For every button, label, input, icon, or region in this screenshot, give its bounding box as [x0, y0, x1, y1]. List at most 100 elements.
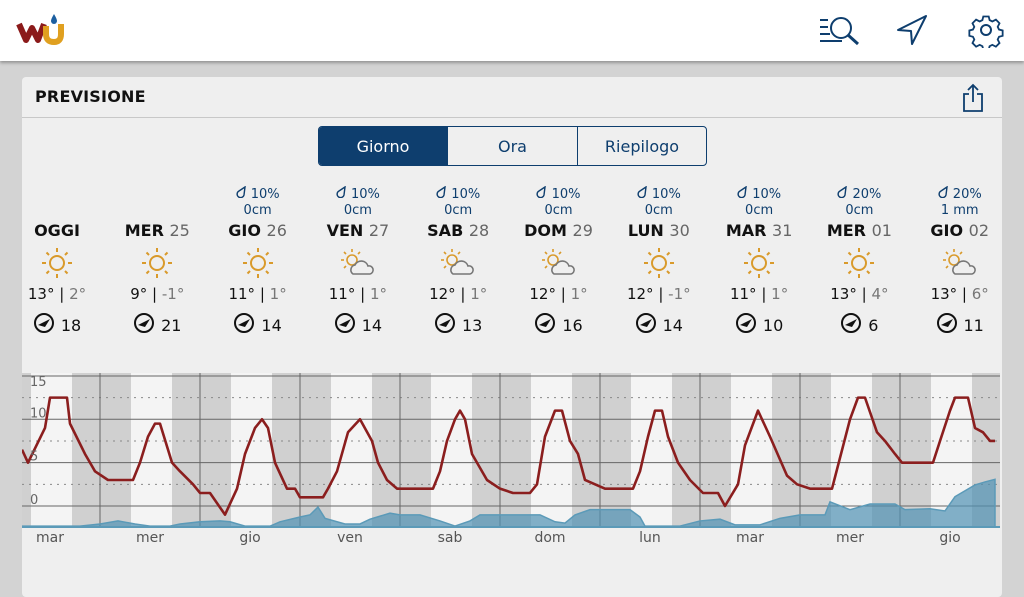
x-tick-label: gio [939, 530, 961, 546]
share-icon[interactable] [961, 83, 985, 117]
sun-icon [107, 245, 207, 281]
wind-direction-icon [133, 312, 155, 338]
temps: 13° | 4° [830, 285, 889, 303]
night-band [172, 373, 231, 528]
wind: 18 [7, 311, 107, 339]
temp-high: 12° [429, 285, 456, 303]
tab-giorno[interactable]: Giorno [319, 127, 447, 165]
wind-speed: 6 [868, 315, 879, 335]
temperature-precip-chart: 15 10 5 0 [22, 373, 1000, 528]
raindrop-icon [336, 185, 351, 202]
precip-chance: 20% [809, 185, 909, 203]
night-band [372, 373, 431, 528]
wind-direction-icon [840, 312, 862, 338]
x-tick-label: mer [835, 530, 864, 546]
precip-chance [107, 186, 207, 203]
temp-low: 1° [570, 285, 588, 303]
precip-chance: 20% [910, 185, 1010, 203]
night-band [272, 373, 331, 528]
sun-icon [709, 245, 809, 281]
day-column[interactable]: OGGI 13° | 2° 18 [7, 186, 107, 339]
wind: 11 [910, 311, 1010, 339]
day-column[interactable]: 10% 0cm GIO 26 11° | 1° 14 [208, 185, 308, 339]
sun-icon [809, 245, 909, 281]
temp-low: 6° [971, 285, 989, 303]
day-column[interactable]: 10% 0cm MAR 31 11° | 1° 10 [709, 185, 809, 339]
wind: 14 [208, 311, 308, 339]
temp-low: 2° [69, 285, 87, 303]
wind: 14 [308, 311, 408, 339]
x-tick-label: ven [337, 530, 363, 546]
temp-low: 1° [369, 285, 387, 303]
card-header: PREVISIONE [22, 77, 1002, 118]
temps: 11° | 1° [228, 285, 287, 303]
temps: 9° | -1° [130, 285, 185, 303]
temps: 11° | 1° [328, 285, 387, 303]
precip-amount: 0cm [845, 203, 874, 218]
day-label: OGGI [34, 221, 80, 240]
y-tick-label: 10 [30, 406, 47, 421]
wind-speed: 14 [662, 315, 683, 335]
sun-icon [609, 245, 709, 281]
temp-high: 13° [930, 285, 958, 303]
precip-area [22, 478, 996, 528]
x-tick-label: gio [239, 530, 261, 546]
day-column[interactable]: 20% 0cm MER 01 13° | 4° 6 [809, 185, 909, 339]
day-label: DOM 29 [524, 221, 593, 240]
temp-high: 11° [328, 285, 356, 303]
wind-speed: 14 [361, 315, 383, 335]
night-band [772, 373, 831, 528]
raindrop-icon [938, 185, 953, 202]
raindrop-icon [637, 185, 652, 202]
wind-direction-icon [635, 312, 657, 338]
night-band [572, 373, 631, 528]
day-column[interactable]: 10% 0cm LUN 30 12° | -1° 14 [609, 185, 709, 339]
x-tick-label: dom [534, 530, 566, 546]
precip-chance: 10% [408, 185, 508, 203]
day-column[interactable]: 10% 0cm DOM 29 12° | 1° 16 [509, 185, 609, 339]
y-tick-label: 0 [30, 493, 38, 508]
precip-amount: 0cm [544, 203, 573, 218]
temp-high: 9° [130, 285, 148, 303]
wind: 6 [809, 311, 909, 339]
card-title: PREVISIONE [35, 87, 146, 106]
location-arrow-icon[interactable] [894, 12, 930, 52]
raindrop-icon [236, 185, 251, 202]
wind-speed: 11 [963, 315, 984, 335]
raindrop-icon [837, 185, 852, 202]
tab-riepilogo[interactable]: Riepilogo [577, 127, 706, 165]
temp-high: 11° [729, 285, 757, 303]
day-label: MAR 31 [725, 221, 793, 240]
temp-low: 4° [871, 285, 889, 303]
raindrop-icon [436, 185, 451, 202]
search-list-icon[interactable] [818, 12, 864, 52]
temperature-line [22, 396, 995, 516]
tab-ora[interactable]: Ora [447, 127, 577, 165]
wind: 13 [408, 311, 508, 339]
day-label: GIO 26 [228, 221, 287, 240]
night-band [472, 373, 531, 528]
wind-speed: 13 [462, 315, 483, 335]
partly-cloudy-icon [509, 245, 609, 281]
day-column[interactable]: 10% 0cm VEN 27 11° | 1° 14 [308, 185, 408, 339]
sun-icon [7, 245, 107, 281]
day-column[interactable]: 10% 0cm SAB 28 12° | 1° 13 [408, 185, 508, 339]
temp-high: 12° [626, 285, 654, 303]
day-label: LUN 30 [627, 221, 690, 240]
day-column[interactable]: MER 25 9° | -1° 21 [107, 186, 207, 339]
x-tick-label: lun [639, 530, 661, 546]
day-column[interactable]: 20% 1 mm GIO 02 13° | 6° 11 [910, 185, 1010, 339]
wind-direction-icon [434, 312, 456, 338]
precip-chance: 10% [609, 185, 709, 203]
precip-chance [7, 186, 107, 203]
day-label: VEN 27 [326, 221, 390, 240]
day-label: MER 01 [826, 221, 892, 240]
precip-amount [7, 203, 107, 221]
gear-icon[interactable] [968, 12, 1004, 52]
wind: 10 [709, 311, 809, 339]
x-tick-label: mer [135, 530, 164, 546]
x-tick-label: mar [736, 530, 764, 546]
temp-low: -1° [161, 285, 185, 303]
wu-logo[interactable] [16, 12, 66, 50]
wind-speed: 14 [261, 315, 282, 335]
